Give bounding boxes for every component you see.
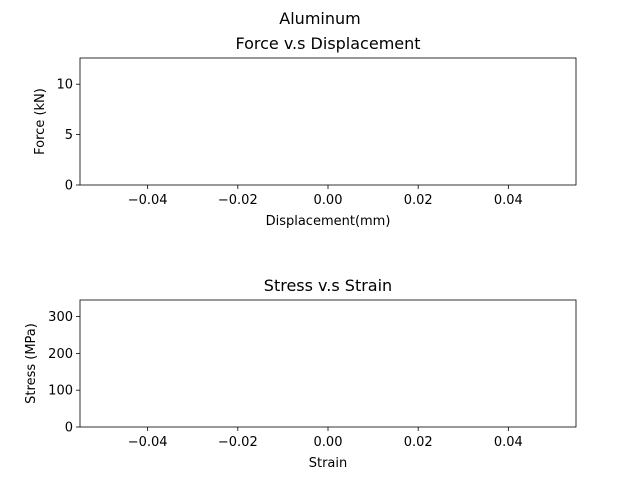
- stress-strain-y-tick-label: 200: [48, 347, 73, 362]
- stress-strain-x-tick-label: 0.00: [314, 435, 343, 450]
- figure-suptitle: Aluminum: [279, 9, 360, 28]
- force-displacement-y-tick-label: 10: [56, 78, 73, 93]
- stress-strain-x-tick-label: −0.04: [128, 435, 168, 450]
- stress-strain-y-tick-label: 100: [48, 384, 73, 399]
- stress-strain-axes-frame: [79, 299, 577, 428]
- force-displacement-x-tick-label: 0.04: [494, 193, 523, 208]
- force-displacement-axes-frame: [79, 57, 577, 186]
- force-displacement-y-axis-label: Force (kN): [33, 88, 48, 155]
- force-displacement-x-tick-label: −0.04: [128, 193, 168, 208]
- stress-strain-x-tick-label: 0.02: [404, 435, 433, 450]
- force-displacement-x-tick-label: −0.02: [218, 193, 258, 208]
- stress-strain-y-tick-label: 0: [65, 421, 73, 436]
- stress-strain-y-axis-label: Stress (MPa): [24, 323, 39, 404]
- stress-strain-y-tick-label: 300: [48, 310, 73, 325]
- force-displacement-y-tick-label: 0: [65, 179, 73, 194]
- force-displacement-x-tick-label: 0.00: [314, 193, 343, 208]
- force-displacement-x-axis-label: Displacement(mm): [266, 214, 391, 229]
- stress-strain-x-tick-label: 0.04: [494, 435, 523, 450]
- stress-strain-x-axis-label: Strain: [309, 456, 348, 471]
- stress-strain-chart: Stress v.s Strain −0.04 −0.02 0.00 0.02 0.04 0…: [24, 276, 577, 471]
- force-displacement-title: Force v.s Displacement: [235, 34, 420, 53]
- force-displacement-x-tick-label: 0.02: [404, 193, 433, 208]
- force-displacement-y-tick-label: 5: [65, 128, 73, 143]
- stress-strain-x-tick-label: −0.02: [218, 435, 258, 450]
- force-displacement-chart: Force v.s Displacement −0.04 −0.02 0.00 0.02…: [33, 34, 577, 229]
- stress-strain-title: Stress v.s Strain: [264, 276, 392, 295]
